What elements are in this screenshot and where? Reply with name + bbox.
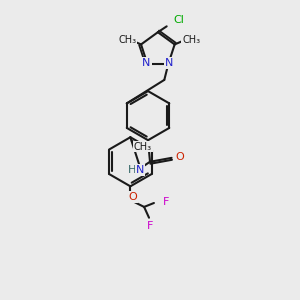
Text: N: N bbox=[136, 165, 144, 175]
Text: O: O bbox=[175, 152, 184, 162]
Text: Cl: Cl bbox=[173, 15, 184, 26]
Text: O: O bbox=[128, 192, 137, 202]
Text: F: F bbox=[147, 220, 153, 231]
Text: N: N bbox=[165, 58, 173, 68]
Text: CH₃: CH₃ bbox=[134, 142, 152, 152]
Text: CH₃: CH₃ bbox=[182, 34, 200, 44]
Text: H: H bbox=[128, 165, 136, 175]
Text: N: N bbox=[142, 58, 151, 68]
Text: F: F bbox=[163, 197, 169, 207]
Text: CH₃: CH₃ bbox=[118, 34, 136, 44]
